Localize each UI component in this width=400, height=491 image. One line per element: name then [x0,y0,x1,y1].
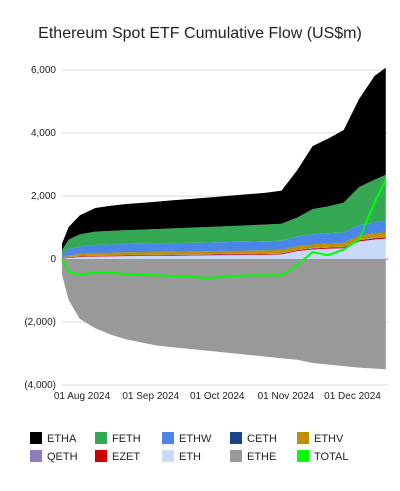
legend-label: ETH [179,451,201,463]
area-feth [62,174,386,255]
chart-title: Ethereum Spot ETF Cumulative Flow (US$m) [38,25,362,42]
area-qeth [62,236,386,259]
legend-swatch [230,450,242,462]
area-ezet [62,237,386,259]
area-ethe [62,259,386,370]
area-eth [62,238,386,259]
y-axis-ticks: 6,000 4,000 2,000 0 (2,000) (4,000) [24,65,56,391]
y-tick-label: (4,000) [24,380,56,391]
legend-swatch [230,432,242,444]
y-tick-label: 4,000 [31,128,56,139]
legend-swatch [95,432,107,444]
y-tick-label: 2,000 [31,191,56,202]
x-tick-label: 01 Dec 2024 [324,391,381,402]
legend: ETHA FETH ETHW CETH ETHV QETH EZET ETH ETHE TOTAL [30,432,348,463]
legend-label: FETH [112,433,141,445]
legend-swatch [297,432,309,444]
legend-swatch [30,450,42,462]
legend-label: ETHW [179,433,212,445]
area-etha [62,67,386,250]
legend-swatch [95,450,107,462]
legend-label: TOTAL [314,451,348,463]
x-tick-label: 01 Aug 2024 [54,391,111,402]
legend-label: ETHE [247,451,276,463]
x-tick-label: 01 Sep 2024 [122,391,179,402]
x-tick-label: 01 Nov 2024 [258,391,315,402]
series-lines [61,179,387,279]
area-ethw [62,220,386,258]
legend-swatch [162,450,174,462]
legend-swatch [162,432,174,444]
y-tick-label: 6,000 [31,65,56,76]
x-axis-ticks: 01 Aug 2024 01 Sep 2024 01 Oct 2024 01 Nov … [54,391,381,402]
stacked-areas [62,67,386,370]
y-tick-label: (2,000) [24,317,56,328]
legend-label: QETH [47,451,78,463]
legend-label: ETHV [314,433,344,445]
y-tick-label: 0 [50,254,56,265]
legend-label: EZET [112,451,140,463]
area-ethv [62,231,386,259]
legend-swatch [297,450,309,462]
legend-label: ETHA [47,433,77,445]
x-tick-label: 01 Oct 2024 [190,391,245,402]
line-total [61,179,387,279]
legend-label: CETH [247,433,277,445]
legend-swatch [30,432,42,444]
